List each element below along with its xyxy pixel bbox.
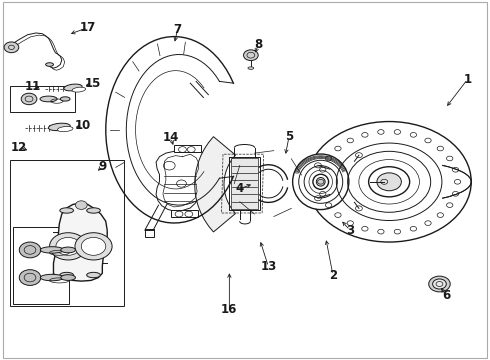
Circle shape [429, 276, 450, 292]
Circle shape [56, 237, 80, 255]
Circle shape [81, 237, 106, 255]
Ellipse shape [64, 84, 82, 91]
Circle shape [49, 233, 87, 260]
Text: 13: 13 [260, 260, 276, 273]
Ellipse shape [57, 126, 73, 132]
Circle shape [75, 233, 112, 260]
Circle shape [307, 122, 471, 242]
Circle shape [377, 173, 401, 191]
Text: 7: 7 [173, 23, 182, 36]
Text: 17: 17 [79, 21, 96, 34]
Text: 12: 12 [11, 140, 27, 153]
Ellipse shape [317, 177, 325, 186]
Bar [171, 210, 197, 217]
Text: 15: 15 [84, 77, 101, 90]
Ellipse shape [87, 208, 100, 213]
Bar [10, 160, 124, 306]
Ellipse shape [61, 275, 75, 280]
Polygon shape [195, 137, 236, 232]
Text: 2: 2 [329, 269, 337, 282]
Text: 1: 1 [463, 73, 471, 86]
Ellipse shape [60, 208, 74, 213]
Ellipse shape [40, 247, 64, 253]
Ellipse shape [248, 67, 254, 69]
Bar [174, 145, 201, 152]
Circle shape [433, 279, 446, 289]
Text: 3: 3 [346, 224, 354, 237]
Bar [10, 86, 75, 112]
Text: 9: 9 [98, 160, 106, 173]
Ellipse shape [87, 273, 100, 278]
Ellipse shape [46, 63, 53, 66]
Circle shape [244, 50, 258, 60]
Ellipse shape [293, 154, 349, 210]
Circle shape [21, 93, 37, 105]
Bar [13, 226, 69, 304]
Circle shape [19, 270, 41, 285]
Ellipse shape [60, 97, 70, 101]
Polygon shape [156, 148, 205, 212]
Circle shape [4, 42, 19, 53]
Ellipse shape [40, 274, 64, 281]
Bar [231, 158, 258, 210]
Ellipse shape [60, 273, 74, 278]
Ellipse shape [49, 123, 70, 131]
Text: 11: 11 [24, 80, 41, 93]
Circle shape [75, 201, 87, 210]
Ellipse shape [72, 87, 86, 92]
Ellipse shape [61, 247, 75, 253]
Polygon shape [53, 203, 107, 281]
Bar [145, 229, 154, 237]
Ellipse shape [40, 96, 57, 102]
Text: 6: 6 [442, 289, 450, 302]
Circle shape [19, 242, 41, 258]
Text: 8: 8 [255, 38, 263, 51]
Text: 4: 4 [235, 183, 243, 195]
Text: 14: 14 [163, 131, 179, 144]
Text: 10: 10 [74, 119, 91, 132]
Text: 16: 16 [221, 303, 238, 316]
Text: 5: 5 [285, 130, 293, 144]
